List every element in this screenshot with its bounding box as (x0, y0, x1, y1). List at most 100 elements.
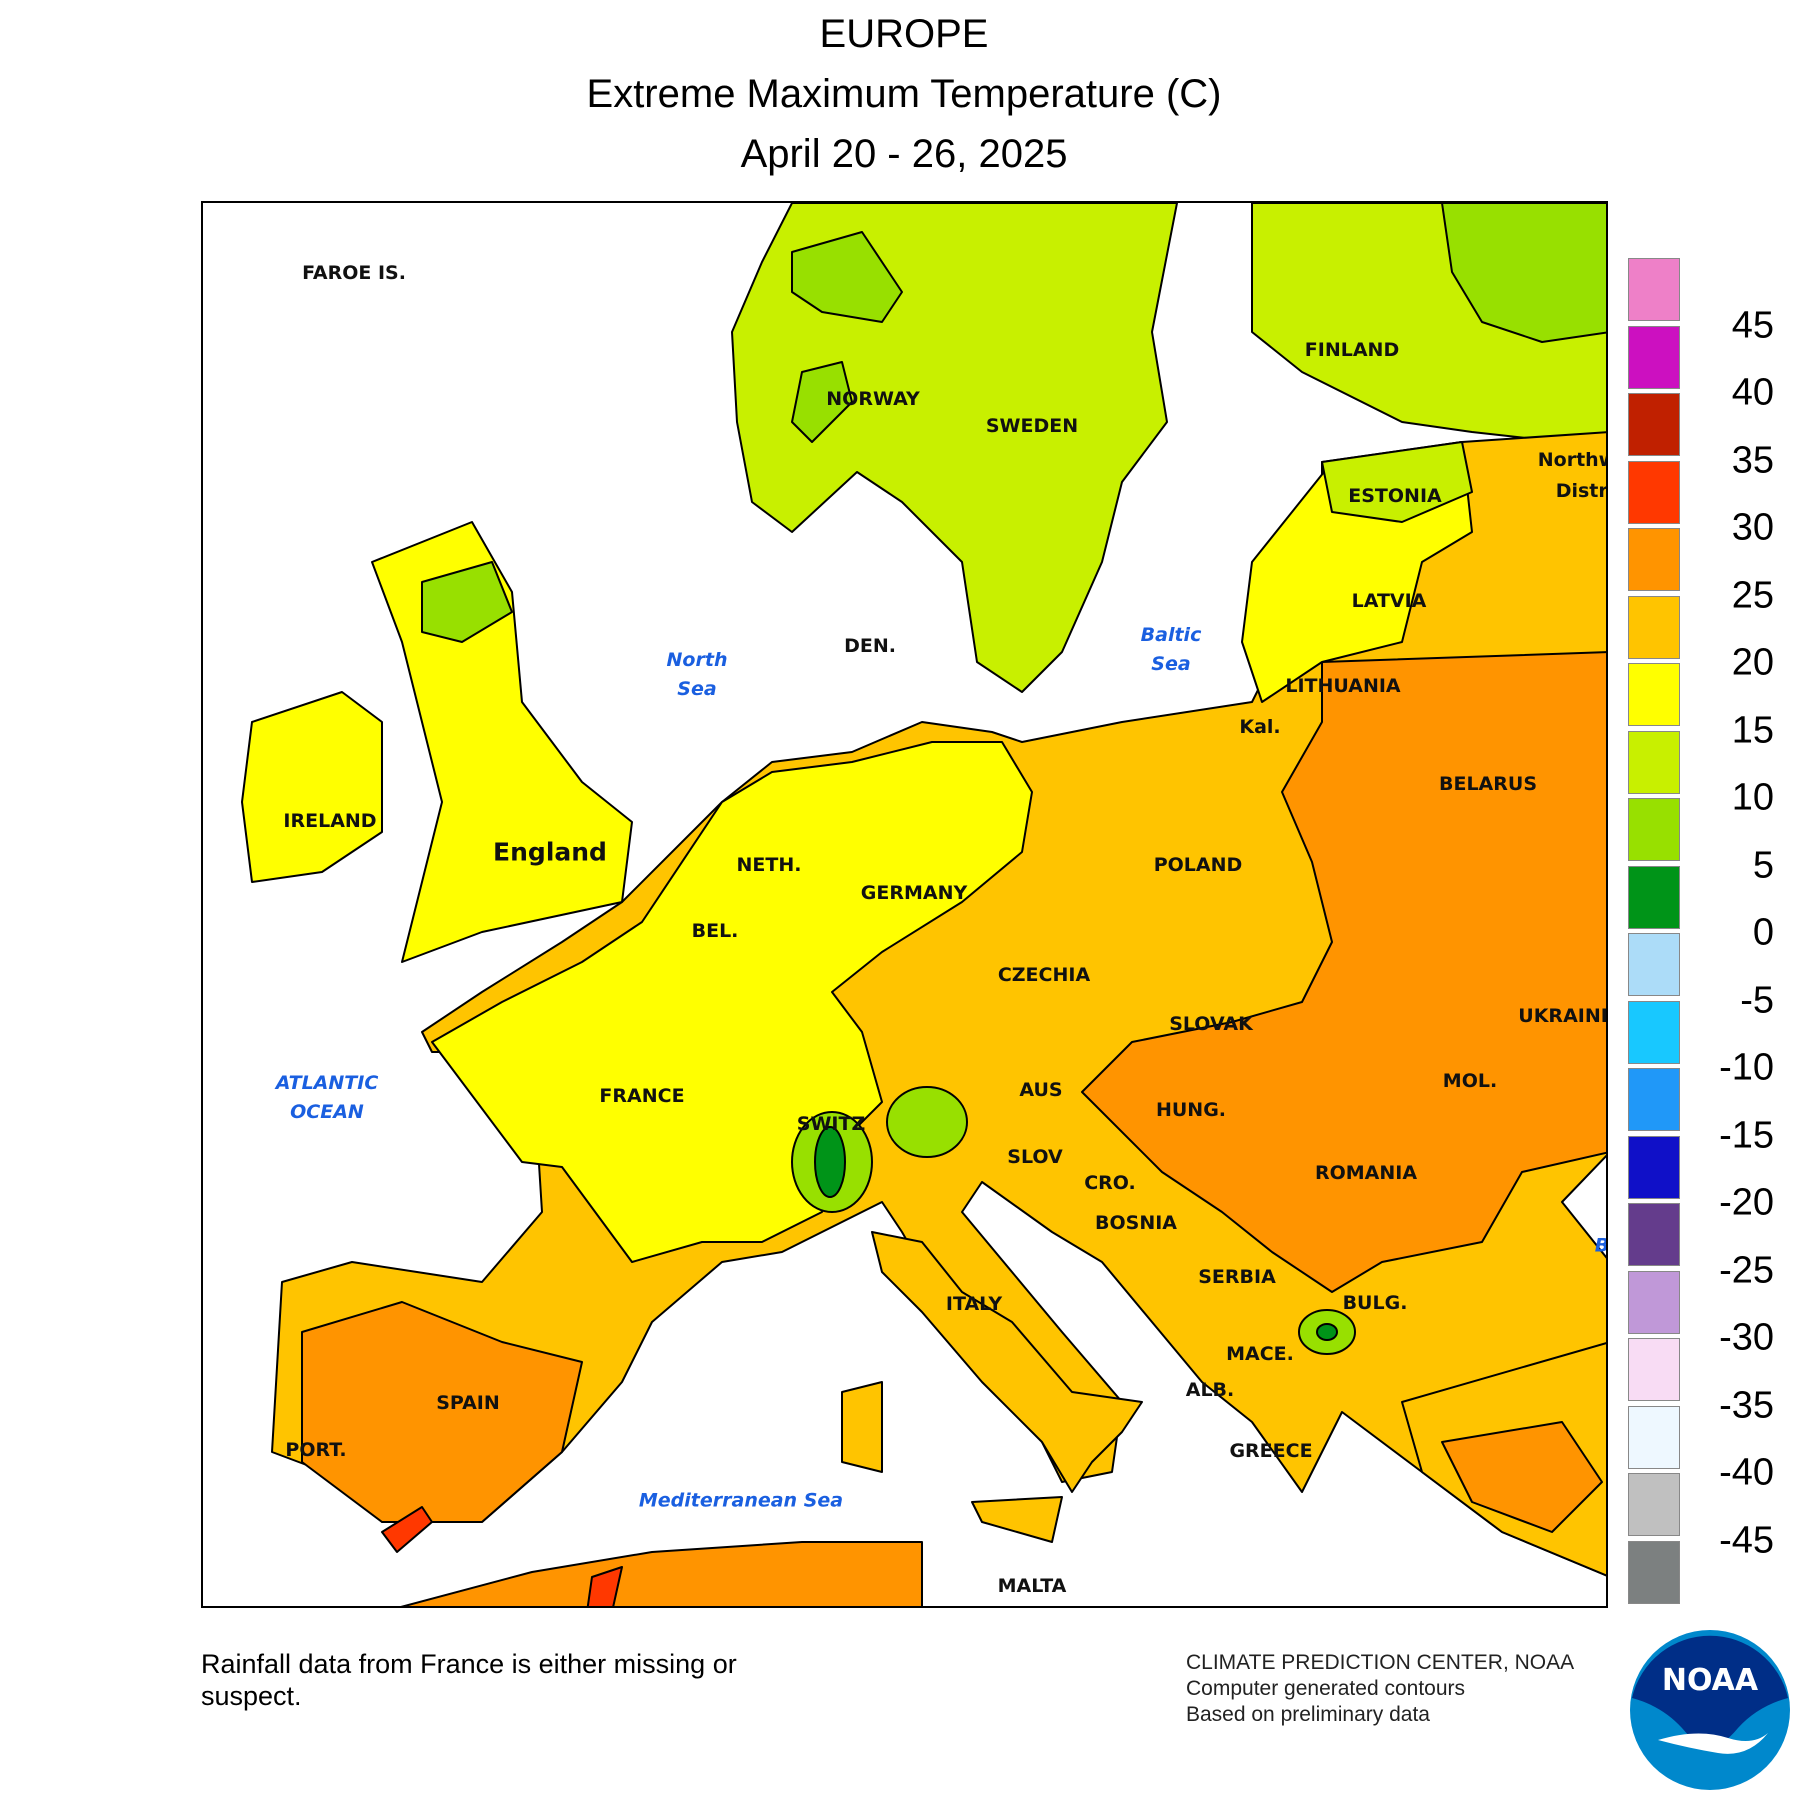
country-label: UKRAINE (1518, 1005, 1608, 1027)
data-note: Rainfall data from France is either miss… (201, 1649, 737, 1711)
legend-swatch (1628, 933, 1680, 996)
legend-swatch (1628, 798, 1680, 861)
country-label: MALTA (997, 1575, 1067, 1597)
legend-swatch (1628, 1270, 1680, 1334)
ireland-region (241, 691, 383, 883)
sea-label: ATLANTIC OCEAN (275, 1072, 379, 1123)
legend-swatch (1628, 1405, 1680, 1469)
country-label: GERMANY (860, 882, 968, 904)
bulgaria-cold-region (1316, 1323, 1338, 1341)
legend-swatch (1628, 528, 1680, 591)
legend-tick-label: -5 (1740, 979, 1774, 1021)
legend-tick-label: 25 (1731, 574, 1774, 616)
country-label: FRANCE (599, 1085, 685, 1107)
country-label: SERBIA (1198, 1266, 1276, 1288)
turkey-hot-region (1441, 1421, 1603, 1533)
country-label: FAROE IS. (302, 262, 406, 284)
country-label: SLOV (1007, 1146, 1063, 1168)
country-label: PORT. (285, 1439, 347, 1461)
noaa-logo: NOAA (1630, 1630, 1790, 1790)
country-label: Kal. (1239, 716, 1281, 738)
country-label: CZECHIA (997, 964, 1091, 986)
map-contours (241, 203, 1606, 1606)
country-label: BELARUS (1438, 773, 1538, 795)
legend-swatch (1628, 1135, 1680, 1199)
country-label: Distri (1555, 480, 1608, 502)
credit-line: Based on preliminary data (1186, 1703, 1430, 1726)
legend-swatch (1628, 1203, 1680, 1266)
western-mild-region (431, 741, 1033, 1263)
country-label: BULG. (1342, 1292, 1408, 1314)
credit-block: CLIMATE PREDICTION CENTER, NOAA Computer… (1186, 1650, 1574, 1728)
legend-tick-label: -10 (1719, 1046, 1774, 1089)
country-label: England (493, 837, 607, 867)
north-africa-region (400, 1541, 923, 1606)
spain-hot-region (301, 1301, 583, 1523)
country-label: POLAND (1153, 854, 1243, 876)
country-label: Northw (1537, 449, 1606, 471)
map-title-variable: Extreme Maximum Temperature (C) (586, 72, 1222, 116)
legend-swatch (1628, 325, 1680, 389)
legend-tick-label: 0 (1752, 911, 1774, 954)
sea-label: Mediterranean Sea (638, 1489, 844, 1512)
country-label: LATVIA (1351, 590, 1427, 612)
legend-tick-label: 5 (1752, 844, 1774, 886)
country-label: SWEDEN (985, 415, 1079, 437)
eastern-hot-region (1081, 651, 1606, 1293)
sardinia-region (841, 1381, 883, 1473)
country-label: ITALY (945, 1293, 1003, 1315)
sea-label: B (1594, 1234, 1608, 1257)
country-label: DEN. (844, 635, 896, 657)
country-label: SLOVAK (1169, 1013, 1253, 1035)
norway-cool-region (791, 231, 903, 323)
country-label: IRELAND (283, 810, 377, 832)
temperature-map: FAROE IS. NORWAY SWEDEN FINLAND ESTONIA LATVI… (201, 201, 1608, 1608)
country-label: SWITZ (796, 1113, 866, 1135)
estonia-cool-region (1321, 441, 1473, 523)
country-label: MACE. (1226, 1343, 1294, 1365)
legend-swatch (1628, 1540, 1680, 1604)
legend-tick-label: 45 (1731, 304, 1774, 346)
country-label: LITHUANIA (1285, 675, 1401, 697)
legend-swatch (1628, 595, 1680, 659)
country-label: HUNG. (1155, 1099, 1227, 1121)
country-label: AUS (1019, 1079, 1063, 1101)
legend-swatch (1628, 1068, 1680, 1131)
credit-line: Computer generated contours (1186, 1677, 1465, 1700)
legend-swatch (1628, 865, 1680, 929)
map-title-period: April 20 - 26, 2025 (740, 132, 1068, 176)
credit-line: CLIMATE PREDICTION CENTER, NOAA (1186, 1651, 1575, 1674)
legend-swatch (1628, 730, 1680, 794)
legend-tick-label: 20 (1731, 641, 1774, 684)
legend-tick-label: -15 (1719, 1114, 1774, 1156)
legend-swatch (1628, 663, 1680, 726)
legend-swatch (1628, 1000, 1680, 1064)
norway-cool-region-2 (791, 361, 853, 443)
country-label: NORWAY (826, 388, 920, 410)
legend-tick-label: -25 (1719, 1249, 1774, 1291)
country-label: FINLAND (1304, 339, 1400, 361)
legend-tick-label: 10 (1731, 776, 1774, 819)
country-label: GREECE (1229, 1440, 1313, 1462)
legend-tick-label: 30 (1731, 506, 1774, 549)
legend-tick-label: -30 (1719, 1316, 1774, 1359)
map-title-region: EUROPE (819, 12, 989, 56)
country-label: ESTONIA (1348, 485, 1442, 507)
legend-tick-label: 35 (1731, 439, 1774, 481)
scandinavia-region (731, 203, 1178, 693)
legend-tick-label: 40 (1731, 371, 1774, 414)
country-label: BOSNIA (1095, 1212, 1177, 1234)
finland-cool-region (1441, 203, 1606, 343)
alps-cool-region-2 (886, 1086, 968, 1158)
country-label: SPAIN (436, 1392, 500, 1414)
country-label: ALB. (1185, 1379, 1235, 1401)
country-label: BEL. (691, 920, 739, 942)
scotland-cool-region (421, 561, 513, 643)
legend-swatch (1628, 460, 1680, 524)
legend-tick-label: 15 (1731, 709, 1774, 751)
legend-tick-label: -45 (1719, 1519, 1774, 1561)
italy-region (871, 1231, 1143, 1493)
north-africa-hot-spot (586, 1566, 623, 1606)
legend-tick-label: -40 (1719, 1451, 1774, 1494)
country-label: CRO. (1084, 1172, 1136, 1194)
